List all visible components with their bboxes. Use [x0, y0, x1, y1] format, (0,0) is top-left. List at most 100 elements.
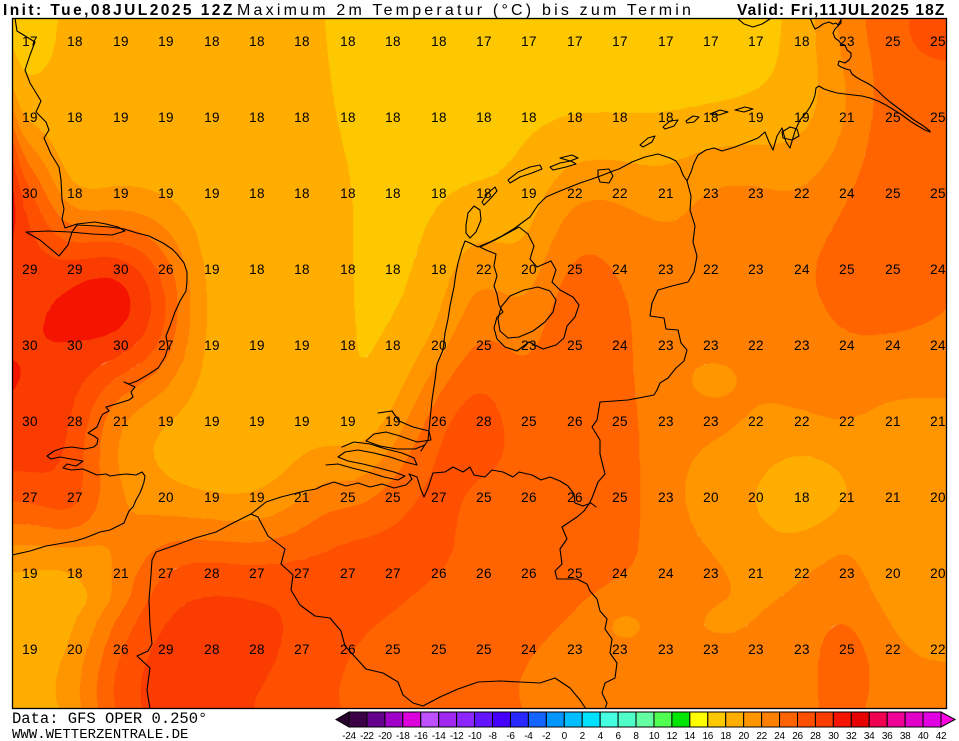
svg-text:19: 19 [113, 186, 129, 201]
svg-text:18: 18 [658, 110, 674, 125]
svg-text:18: 18 [67, 110, 83, 125]
svg-text:23: 23 [612, 642, 628, 657]
svg-text:25: 25 [612, 414, 628, 429]
svg-text:18: 18 [431, 34, 447, 49]
svg-text:22: 22 [930, 642, 946, 657]
svg-text:21: 21 [885, 490, 901, 505]
svg-text:26: 26 [567, 490, 583, 505]
svg-text:24: 24 [930, 338, 946, 353]
svg-text:18: 18 [204, 34, 220, 49]
svg-text:20: 20 [158, 490, 174, 505]
svg-text:19: 19 [521, 186, 537, 201]
svg-text:18: 18 [612, 110, 628, 125]
svg-text:18: 18 [794, 490, 810, 505]
svg-text:25: 25 [839, 642, 855, 657]
svg-text:-6: -6 [506, 731, 515, 741]
svg-text:19: 19 [22, 566, 38, 581]
svg-text:19: 19 [204, 262, 220, 277]
svg-text:-2: -2 [542, 731, 551, 741]
svg-text:25: 25 [885, 110, 901, 125]
svg-text:30: 30 [22, 338, 38, 353]
svg-text:38: 38 [900, 731, 911, 741]
svg-text:23: 23 [703, 414, 719, 429]
svg-text:-14: -14 [432, 731, 446, 741]
svg-text:30: 30 [22, 186, 38, 201]
svg-text:10: 10 [649, 731, 660, 741]
svg-text:18: 18 [385, 262, 401, 277]
svg-text:25: 25 [476, 490, 492, 505]
svg-text:16: 16 [703, 731, 714, 741]
svg-text:21: 21 [839, 110, 855, 125]
svg-text:20: 20 [885, 566, 901, 581]
svg-text:23: 23 [703, 566, 719, 581]
svg-text:18: 18 [340, 338, 356, 353]
svg-text:25: 25 [567, 262, 583, 277]
svg-text:25: 25 [839, 262, 855, 277]
svg-text:17: 17 [748, 34, 764, 49]
svg-text:17: 17 [658, 34, 674, 49]
svg-text:28: 28 [204, 566, 220, 581]
svg-text:-10: -10 [468, 731, 482, 741]
svg-text:18: 18 [567, 110, 583, 125]
svg-text:30: 30 [113, 262, 129, 277]
svg-text:25: 25 [385, 490, 401, 505]
svg-text:25: 25 [476, 338, 492, 353]
svg-text:18: 18 [385, 186, 401, 201]
svg-text:18: 18 [431, 186, 447, 201]
svg-text:30: 30 [828, 731, 839, 741]
svg-text:26: 26 [158, 262, 174, 277]
svg-text:24: 24 [794, 262, 810, 277]
svg-text:WWW.WETTERZENTRALE.DE: WWW.WETTERZENTRALE.DE [12, 727, 188, 741]
svg-text:21: 21 [113, 566, 129, 581]
svg-text:30: 30 [22, 414, 38, 429]
svg-text:21: 21 [658, 186, 674, 201]
svg-text:26: 26 [476, 566, 492, 581]
svg-text:6: 6 [615, 731, 621, 741]
svg-text:20: 20 [748, 490, 764, 505]
svg-text:27: 27 [67, 490, 83, 505]
svg-text:2: 2 [580, 731, 586, 741]
svg-text:27: 27 [340, 566, 356, 581]
svg-text:19: 19 [340, 414, 356, 429]
svg-text:23: 23 [794, 338, 810, 353]
svg-text:23: 23 [658, 262, 674, 277]
svg-text:36: 36 [882, 731, 893, 741]
svg-text:23: 23 [658, 490, 674, 505]
svg-text:23: 23 [748, 186, 764, 201]
svg-text:18: 18 [385, 34, 401, 49]
svg-text:-24: -24 [342, 731, 356, 741]
svg-text:20: 20 [431, 338, 447, 353]
svg-text:24: 24 [885, 338, 901, 353]
svg-text:Init: Tue,08JUL2025 12Z: Init: Tue,08JUL2025 12Z [3, 2, 235, 19]
svg-text:25: 25 [431, 642, 447, 657]
svg-text:19: 19 [794, 110, 810, 125]
svg-text:18: 18 [385, 110, 401, 125]
svg-text:-12: -12 [450, 731, 464, 741]
svg-text:20: 20 [738, 731, 749, 741]
svg-text:21: 21 [294, 490, 310, 505]
svg-text:26: 26 [521, 490, 537, 505]
svg-text:25: 25 [930, 186, 946, 201]
svg-text:-22: -22 [360, 731, 374, 741]
svg-text:25: 25 [476, 642, 492, 657]
svg-text:27: 27 [158, 338, 174, 353]
svg-text:26: 26 [567, 414, 583, 429]
svg-text:25: 25 [612, 490, 628, 505]
svg-text:19: 19 [204, 186, 220, 201]
svg-text:0: 0 [562, 731, 568, 741]
svg-text:18: 18 [67, 34, 83, 49]
svg-text:28: 28 [249, 642, 265, 657]
svg-text:18: 18 [294, 34, 310, 49]
svg-text:26: 26 [431, 414, 447, 429]
svg-text:25: 25 [567, 566, 583, 581]
svg-text:22: 22 [703, 262, 719, 277]
svg-text:19: 19 [158, 34, 174, 49]
svg-text:23: 23 [839, 34, 855, 49]
svg-text:23: 23 [658, 414, 674, 429]
svg-text:18: 18 [67, 186, 83, 201]
svg-text:19: 19 [204, 338, 220, 353]
svg-text:22: 22 [885, 642, 901, 657]
svg-text:19: 19 [294, 338, 310, 353]
svg-text:23: 23 [521, 338, 537, 353]
svg-text:28: 28 [204, 642, 220, 657]
